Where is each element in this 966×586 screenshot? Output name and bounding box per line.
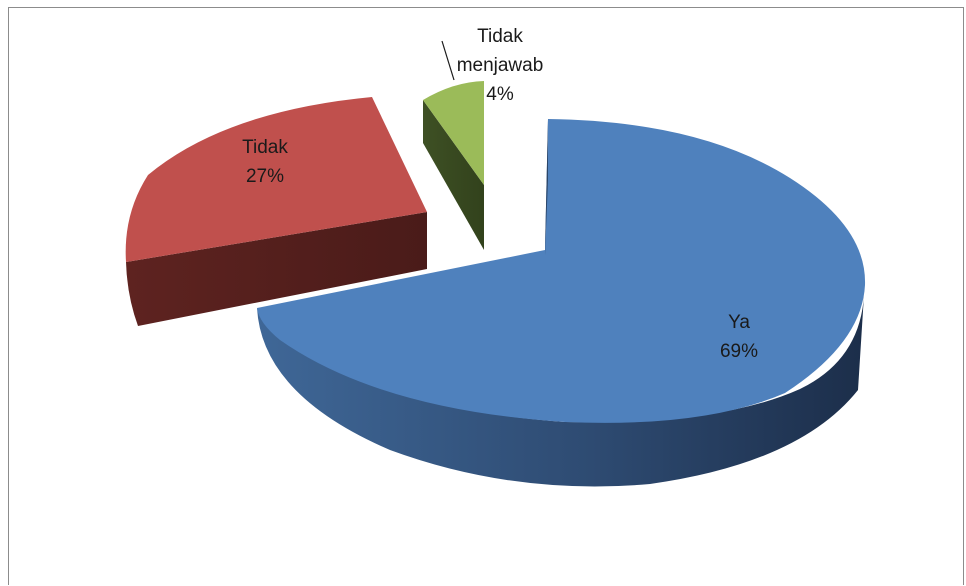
label-tidak-menjawab-name-1: Tidak — [477, 26, 523, 47]
slice-tidak-menjawab — [423, 81, 484, 250]
data-label-ya: Ya 69% — [720, 312, 758, 362]
slice-tidak-top — [125, 97, 427, 262]
slice-tidak-side — [126, 212, 427, 326]
label-tidak-name: Tidak — [242, 137, 288, 158]
label-ya-pct: 69% — [720, 341, 758, 362]
data-label-tidak: Tidak 27% — [242, 137, 288, 187]
slice-ya — [257, 119, 866, 487]
slice-ya-side — [257, 295, 864, 487]
slice-tidak — [125, 97, 427, 326]
label-tidak-pct: 27% — [246, 166, 284, 187]
leader-line-tidak-menjawab — [441, 40, 455, 81]
slice-ya-inner-face — [545, 119, 548, 255]
label-tidak-menjawab-name-2: menjawab — [457, 55, 544, 76]
label-tidak-menjawab-pct: 4% — [486, 84, 514, 105]
slice-ya-top — [257, 119, 866, 423]
label-ya-name: Ya — [728, 312, 750, 333]
slice-tidak-menjawab-side — [423, 100, 484, 250]
data-label-tidak-menjawab: Tidak menjawab 4% — [457, 26, 544, 105]
slice-tidak-menjawab-top — [423, 81, 484, 185]
